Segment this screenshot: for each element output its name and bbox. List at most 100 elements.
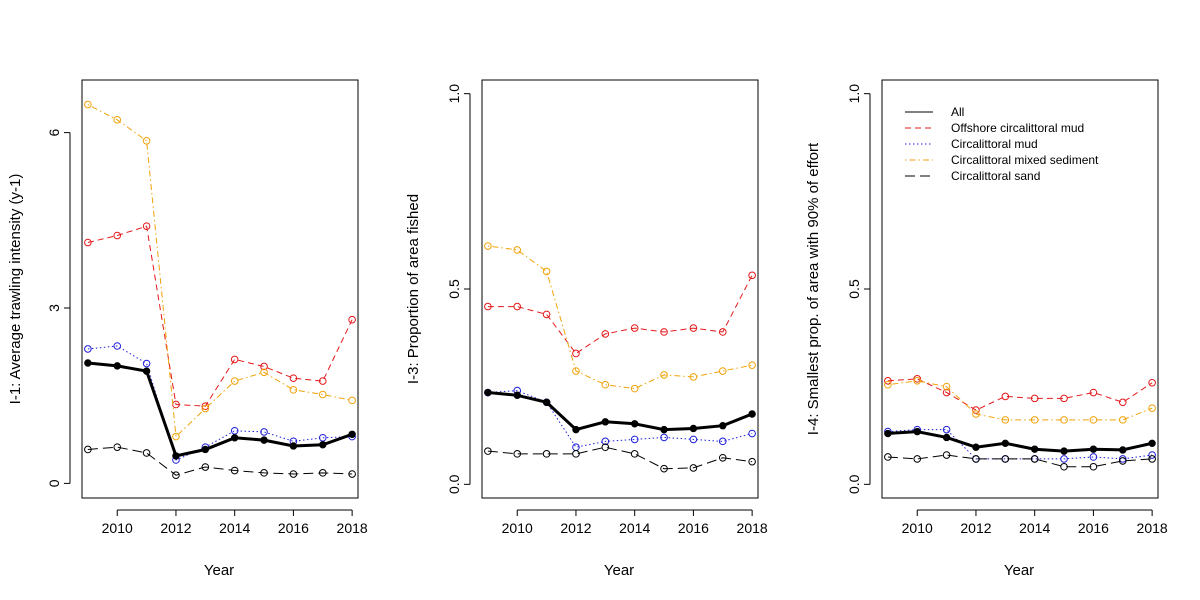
data-point-mixed: [660, 371, 668, 379]
data-point-all: [172, 452, 180, 460]
data-point-sand: [1060, 462, 1068, 471]
data-point-offshore: [318, 377, 327, 385]
data-point-all: [884, 429, 892, 438]
data-point-sand: [113, 443, 122, 451]
data-point-offshore: [513, 302, 522, 311]
x-tick-label: 2014: [219, 520, 250, 536]
data-point-offshore: [601, 330, 610, 338]
data-point-offshore: [289, 374, 298, 382]
series-line-mud: [87, 345, 353, 461]
data-point-offshore: [1001, 392, 1010, 401]
data-point-mixed: [718, 367, 727, 375]
series-line-mixed: [487, 245, 753, 390]
legend-label-mixed: Circalittoral mixed sediment: [951, 153, 1099, 167]
data-point-all: [660, 425, 668, 434]
data-point-all: [260, 436, 268, 444]
x-axis-title: Year: [204, 562, 234, 579]
data-point-sand: [142, 449, 151, 457]
series-mixed: [484, 242, 756, 393]
data-point-all: [113, 362, 121, 370]
data-point-mud: [113, 342, 122, 350]
legend-label-all: All: [951, 105, 964, 119]
data-point-sand: [318, 469, 327, 477]
data-point-mixed: [601, 380, 610, 389]
data-point-mixed: [542, 267, 551, 276]
data-point-sand: [1089, 462, 1098, 471]
data-point-offshore: [689, 324, 698, 332]
data-point-mixed: [230, 377, 239, 385]
y-axis-title: I-1: Average trawling intensity (y-1): [7, 174, 24, 405]
data-point-offshore: [660, 328, 668, 336]
data-point-offshore: [1118, 398, 1127, 407]
series-line-sand: [87, 446, 353, 476]
x-tick-label: 2010: [102, 520, 133, 536]
series-mixed: [84, 100, 356, 441]
y-tick-label: 0.5: [846, 279, 862, 299]
data-point-mud: [84, 345, 92, 353]
series-line-all: [87, 361, 353, 458]
data-point-offshore: [718, 328, 727, 336]
x-tick-label: 2016: [1078, 520, 1109, 536]
data-point-sand: [1118, 457, 1127, 465]
data-point-sand: [748, 457, 756, 466]
data-point-all: [913, 427, 921, 436]
data-point-offshore: [913, 375, 922, 383]
data-point-mud: [318, 433, 327, 442]
data-point-mud: [660, 433, 668, 442]
data-point-all: [942, 433, 951, 442]
data-point-all: [601, 418, 610, 426]
data-point-sand: [230, 466, 239, 475]
x-axis-title: Year: [604, 562, 634, 579]
data-point-sand: [689, 464, 698, 472]
series-line-all: [887, 430, 1153, 453]
series-line-mixed: [87, 104, 353, 438]
series-line-sand: [887, 454, 1153, 468]
x-tick-label: 2018: [737, 520, 768, 536]
plot-frame: [481, 79, 759, 499]
legend-label-sand: Circalittoral sand: [951, 169, 1040, 183]
data-point-mixed: [84, 100, 92, 109]
data-point-mixed: [201, 404, 210, 413]
data-point-mud: [142, 359, 151, 368]
data-point-offshore: [113, 231, 122, 240]
y-tick-label: 1.0: [446, 84, 462, 104]
data-point-offshore: [1060, 394, 1068, 403]
data-point-mixed: [972, 410, 980, 418]
series-sand: [884, 451, 1156, 471]
data-point-all: [201, 445, 210, 454]
data-point-offshore: [142, 222, 151, 230]
x-tick-label: 2010: [502, 520, 533, 536]
data-point-mud: [942, 425, 951, 434]
data-point-all: [748, 410, 756, 418]
data-point-offshore: [1148, 378, 1156, 387]
data-point-sand: [513, 450, 522, 458]
data-point-offshore: [572, 349, 580, 358]
data-point-sand: [289, 470, 298, 478]
data-point-mud: [601, 437, 610, 446]
data-point-mixed: [142, 137, 151, 145]
x-tick-label: 2014: [1019, 520, 1050, 536]
data-point-offshore: [542, 310, 551, 319]
data-point-sand: [660, 464, 668, 473]
data-point-offshore: [1089, 388, 1098, 397]
data-point-offshore: [942, 388, 951, 397]
data-point-sand: [1148, 455, 1156, 463]
y-tick-label: 3: [46, 304, 62, 312]
legend-label-offshore: Offshore circalittoral mud: [951, 121, 1084, 135]
series-line-sand: [487, 446, 753, 470]
data-point-mixed: [348, 396, 356, 405]
data-point-mixed: [113, 115, 122, 124]
data-point-mud: [689, 435, 698, 444]
data-point-all: [84, 359, 92, 367]
data-point-all: [1119, 446, 1127, 454]
y-tick-label: 1.0: [846, 84, 862, 104]
y-axis-title: I-4: Smallest prop. of area with 90% of …: [805, 142, 822, 435]
x-tick-label: 2010: [902, 520, 933, 536]
data-point-mud: [748, 429, 756, 438]
data-point-mixed: [630, 384, 639, 393]
data-point-sand: [172, 471, 180, 480]
data-point-offshore: [484, 302, 492, 311]
data-point-sand: [84, 445, 92, 454]
series-sand: [84, 443, 356, 480]
